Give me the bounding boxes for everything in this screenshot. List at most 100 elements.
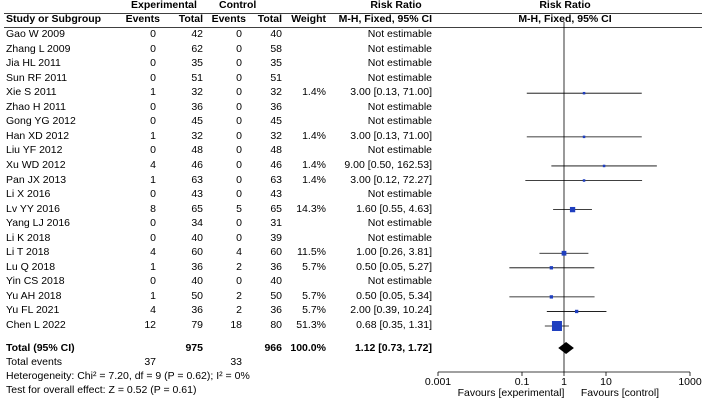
study-ci: 3.00 [0.12, 72.27] (350, 173, 432, 186)
study-marker (551, 321, 562, 331)
axis-tick-label: 1 (561, 376, 567, 388)
study-ci: 1.60 [0.55, 4.63] (356, 202, 432, 215)
study-weight: 1.4% (302, 86, 326, 99)
exp-events: 0 (150, 188, 156, 201)
header-control: Control (219, 0, 257, 11)
exp-events: 0 (150, 231, 156, 244)
ctl-events: 2 (236, 289, 242, 302)
ctl-total: 39 (270, 231, 282, 244)
exp-total: 79 (191, 319, 203, 331)
ctl-total: 50 (270, 289, 282, 302)
header-total-ctl: Total (257, 13, 282, 25)
exp-total: 40 (191, 275, 203, 288)
ctl-total: 35 (270, 57, 282, 70)
pooled-diamond (558, 342, 574, 354)
exp-events: 1 (150, 289, 156, 302)
favours-control: Favours [control] (580, 387, 660, 399)
exp-total: 46 (191, 158, 203, 171)
exp-events: 8 (150, 202, 156, 215)
study-name: Li T 2018 (6, 246, 50, 259)
exp-total: 65 (191, 202, 203, 215)
exp-total: 36 (191, 304, 203, 317)
study-name: Sun RF 2011 (6, 71, 68, 84)
study-weight: 51.3% (296, 319, 326, 331)
exp-total: 60 (191, 246, 203, 259)
header-risk-ratio-left: Risk Ratio (370, 0, 422, 11)
ctl-events: 0 (236, 42, 242, 55)
study-ci: 1.00 [0.26, 3.81] (356, 246, 432, 259)
study-marker (549, 295, 554, 299)
study-name: Xie S 2011 (6, 86, 57, 99)
axis-tick-label: 0.1 (514, 376, 530, 388)
exp-events: 4 (150, 246, 156, 259)
total-events-ctl: 33 (230, 356, 242, 368)
exp-events: 4 (150, 304, 156, 317)
header-experimental: Experimental (131, 0, 197, 11)
study-ci: Not estimable (367, 42, 432, 55)
header-method-right: M-H, Fixed, 95% CI (518, 13, 612, 25)
exp-total: 51 (191, 71, 203, 84)
exp-events: 1 (150, 86, 156, 99)
ctl-events: 2 (236, 304, 242, 317)
header-total-exp: Total (178, 13, 203, 25)
ctl-total: 31 (270, 217, 282, 230)
study-ci: Not estimable (367, 188, 432, 201)
study-weight: 5.7% (302, 304, 326, 317)
exp-total: 45 (191, 115, 203, 128)
ctl-total: 51 (270, 71, 282, 84)
exp-total: 36 (191, 260, 203, 273)
study-name: Zhao H 2011 (6, 100, 66, 113)
ctl-events: 0 (236, 158, 242, 171)
study-name: Yu AH 2018 (6, 289, 62, 302)
ctl-events: 0 (236, 71, 242, 84)
study-marker (561, 250, 567, 256)
study-name: Liu YF 2012 (6, 144, 63, 157)
ctl-events: 0 (236, 100, 242, 113)
study-weight: 1.4% (302, 129, 326, 142)
total-exp: 975 (185, 342, 203, 354)
exp-events: 1 (150, 260, 156, 273)
ctl-total: 43 (270, 188, 282, 201)
axis-tick-label: 1000 (678, 376, 702, 388)
ctl-events: 0 (236, 57, 242, 70)
study-ci: 2.00 [0.39, 10.24] (350, 304, 432, 317)
exp-total: 42 (191, 28, 203, 40)
ctl-events: 0 (236, 173, 242, 186)
study-ci: 0.50 [0.05, 5.34] (356, 289, 432, 302)
heterogeneity-text: Heterogeneity: Chi² = 7.20, df = 9 (P = … (6, 370, 250, 382)
exp-events: 1 (150, 129, 156, 142)
study-name: Li K 2018 (6, 231, 51, 244)
ctl-events: 18 (230, 319, 242, 331)
exp-total: 35 (191, 57, 203, 70)
study-ci: 9.00 [0.50, 162.53] (344, 158, 432, 171)
favours-experimental: Favours [experimental] (457, 387, 565, 399)
ctl-total: 36 (270, 100, 282, 113)
ctl-total: 48 (270, 144, 282, 157)
exp-events: 0 (150, 42, 156, 55)
header-risk-ratio-right: Risk Ratio (539, 0, 591, 11)
study-ci: Not estimable (367, 144, 432, 157)
exp-total: 63 (191, 173, 203, 186)
exp-events: 12 (144, 319, 156, 331)
ctl-events: 0 (236, 188, 242, 201)
exp-events: 0 (150, 57, 156, 70)
study-marker (582, 179, 586, 182)
study-ci: Not estimable (367, 115, 432, 128)
exp-events: 0 (150, 100, 156, 113)
total-ci: 1.12 [0.73, 1.72] (354, 342, 432, 354)
study-marker (602, 164, 606, 168)
ctl-total: 32 (270, 86, 282, 99)
exp-events: 0 (150, 28, 156, 40)
ctl-events: 0 (236, 129, 242, 142)
ctl-events: 0 (236, 115, 242, 128)
study-weight: 11.5% (297, 246, 326, 259)
exp-events: 4 (150, 158, 156, 171)
ctl-total: 32 (270, 129, 282, 142)
ctl-events: 0 (236, 275, 242, 288)
total-events-exp: 37 (144, 356, 156, 368)
exp-events: 1 (150, 173, 156, 186)
header-weight: Weight (291, 13, 326, 25)
study-weight: 14.3% (296, 202, 326, 215)
study-name: Pan JX 2013 (6, 173, 67, 186)
